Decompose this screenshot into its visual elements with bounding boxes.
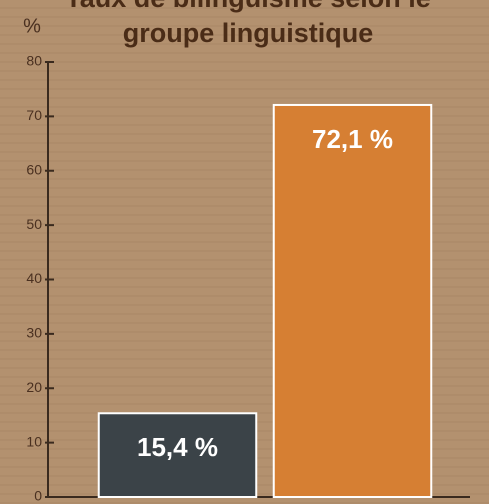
y-tick-label: 60 [26, 161, 42, 177]
bar [97, 412, 258, 499]
y-axis-label: % [23, 15, 41, 37]
chart-title: groupe linguistique [123, 18, 374, 48]
data-label: 15,4 % [137, 432, 218, 462]
y-tick-label: 20 [26, 379, 42, 395]
data-label: 72,1 % [312, 124, 393, 154]
y-tick-label: 10 [26, 433, 42, 449]
y-tick-label: 30 [26, 325, 42, 341]
y-tick-label: 70 [26, 107, 42, 123]
bar [272, 103, 433, 499]
chart-title: Taux de bilinguisme selon le [65, 0, 431, 13]
y-tick-label: 0 [34, 488, 42, 504]
y-tick-label: 50 [26, 216, 42, 232]
y-tick-label: 40 [26, 270, 42, 286]
y-tick-label: 80 [26, 53, 42, 69]
